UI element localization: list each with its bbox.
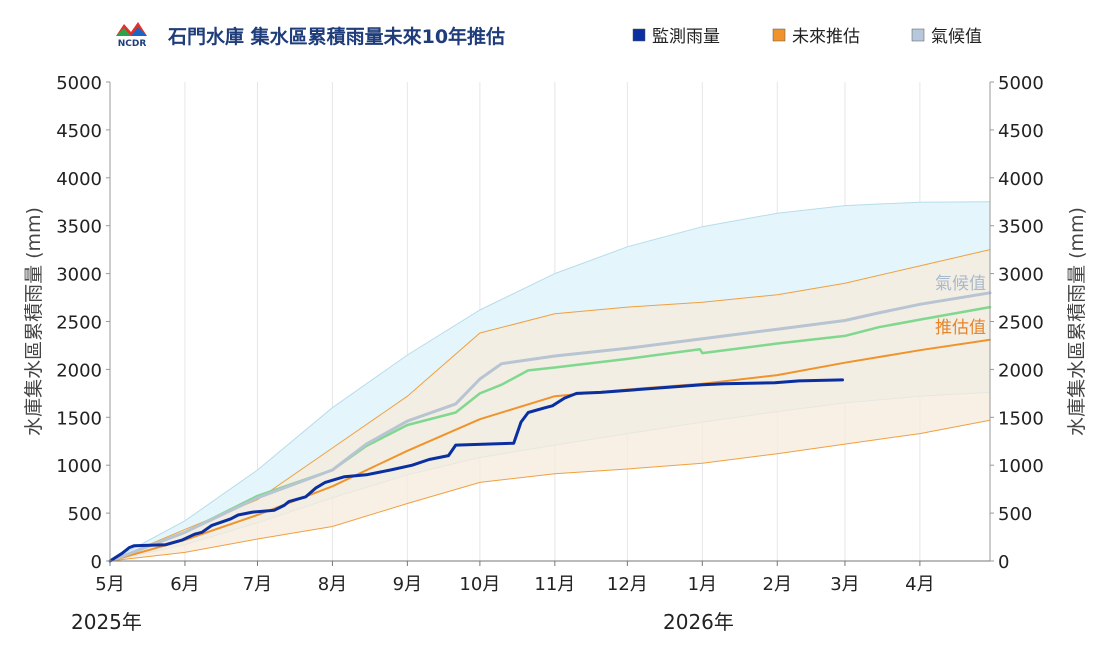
y-axis-title-left: 水庫集水區累積雨量 (mm) bbox=[23, 207, 45, 436]
legend-label: 監測雨量 bbox=[652, 27, 720, 47]
band-label-climate: 氣候值 bbox=[935, 274, 986, 294]
header: NCDR 石門水庫 集水區累積雨量未來10年推估 監測雨量 未來推估 氣候值 bbox=[116, 22, 982, 49]
y-tick-label-left: 1000 bbox=[56, 456, 102, 477]
legend: 監測雨量 未來推估 氣候值 bbox=[632, 27, 982, 47]
y-tick-label-left: 3500 bbox=[56, 217, 102, 238]
y-tick-label-right: 5000 bbox=[998, 73, 1044, 94]
x-tick-label: 6月 bbox=[170, 574, 199, 595]
y-tick-label-left: 4500 bbox=[56, 121, 102, 142]
y-tick-label-right: 2500 bbox=[998, 313, 1044, 334]
series-line-0 bbox=[108, 378, 844, 563]
y-axis-title-right: 水庫集水區累積雨量 (mm) bbox=[1066, 207, 1088, 436]
y-tick-label-left: 2500 bbox=[56, 313, 102, 334]
legend-label: 氣候值 bbox=[931, 27, 982, 47]
x-tick-label: 8月 bbox=[318, 574, 347, 595]
y-tick-label-left: 2000 bbox=[56, 360, 102, 381]
y-tick-label-right: 2000 bbox=[998, 360, 1044, 381]
chart-title: 石門水庫 集水區累積雨量未來10年推估 bbox=[167, 25, 505, 48]
y-tick-label-right: 4000 bbox=[998, 169, 1044, 190]
y-tick-label-left: 5000 bbox=[56, 73, 102, 94]
band-label-projection: 推估值 bbox=[935, 318, 986, 338]
x-tick-label: 9月 bbox=[393, 574, 422, 595]
x-tick-label: 12月 bbox=[607, 574, 648, 595]
band-edge-upper bbox=[109, 201, 991, 562]
year-label-2026: 2026年 bbox=[663, 610, 734, 634]
series-line-1 bbox=[109, 338, 991, 562]
y-tick-label-right: 3000 bbox=[998, 265, 1044, 286]
x-tick-label: 1月 bbox=[688, 574, 717, 595]
x-tick-label: 5月 bbox=[95, 574, 124, 595]
y-tick-label-left: 4000 bbox=[56, 169, 102, 190]
x-tick-label: 7月 bbox=[243, 574, 272, 595]
y-tick-label-right: 1500 bbox=[998, 408, 1044, 429]
legend-swatch bbox=[911, 28, 925, 42]
x-tick-label: 4月 bbox=[905, 574, 934, 595]
y-tick-label-right: 0 bbox=[998, 552, 1009, 573]
x-tick-label: 2月 bbox=[763, 574, 792, 595]
band-edge-upper bbox=[109, 249, 991, 562]
x-tick-label: 11月 bbox=[534, 574, 575, 595]
legend-swatch bbox=[772, 28, 786, 42]
y-tick-label-left: 0 bbox=[91, 552, 102, 573]
y-tick-label-left: 500 bbox=[68, 504, 102, 525]
x-tick-label: 10月 bbox=[459, 574, 500, 595]
y-tick-label-right: 3500 bbox=[998, 217, 1044, 238]
y-tick-label-left: 1500 bbox=[56, 408, 102, 429]
logo-text: NCDR bbox=[118, 39, 147, 49]
legend-label: 未來推估 bbox=[792, 27, 860, 47]
series-line-3 bbox=[108, 291, 992, 563]
y-tick-label-right: 4500 bbox=[998, 121, 1044, 142]
plot-area: 0 0 500 500 1000 1000 1500 1500 2000 2000 2500 2500… bbox=[23, 73, 1088, 634]
band-edge-lower bbox=[109, 419, 991, 562]
y-tick-label-right: 500 bbox=[998, 504, 1032, 525]
x-tick-label: 3月 bbox=[830, 574, 859, 595]
y-tick-label-left: 3000 bbox=[56, 265, 102, 286]
y-tick-label-right: 1000 bbox=[998, 456, 1044, 477]
legend-swatch bbox=[632, 28, 646, 42]
ncdr-logo: NCDR bbox=[116, 22, 147, 49]
year-label-2025: 2025年 bbox=[71, 610, 142, 634]
